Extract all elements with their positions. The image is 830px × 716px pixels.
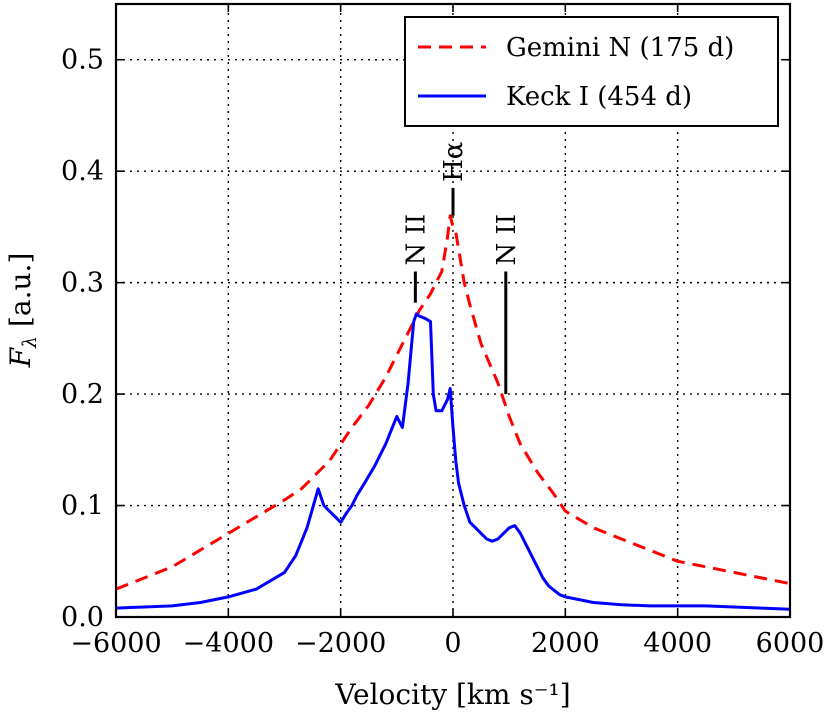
y-tick-label: 0.2 [61, 379, 104, 410]
legend: Gemini N (175 d) Keck I (454 d) [404, 16, 779, 127]
x-tick-label: −2000 [295, 628, 386, 659]
annotation-label: Hα [439, 142, 469, 182]
axis-ticks [115, 4, 791, 618]
x-tick-label: 2000 [531, 628, 600, 659]
y-axis-label: Fλ [a.u.] [4, 253, 41, 369]
x-axis-label: Velocity [km s⁻¹] [334, 678, 570, 711]
x-tick-label: −6000 [70, 628, 161, 659]
grid-lines [116, 4, 790, 617]
x-tick-label: 0 [444, 628, 461, 659]
keck-series-line [115, 312, 791, 611]
y-axis-label-main: F [4, 346, 37, 368]
annotation-label: N II [401, 214, 431, 266]
gemini-series-line [115, 214, 791, 591]
data-series [115, 214, 791, 611]
legend-box [404, 16, 779, 127]
legend-gemini-label: Gemini N (175 d) [506, 33, 734, 63]
line-annotations: N II Hα N II [401, 142, 522, 395]
y-tick-label: 0.1 [61, 491, 104, 522]
y-tick-label: 0.5 [61, 45, 104, 76]
y-tick-label: 0.0 [61, 602, 104, 633]
annotation-label: N II [492, 214, 522, 266]
y-axis-label-sub: λ [19, 336, 41, 349]
y-tick-label: 0.3 [61, 268, 104, 299]
tick-labels: −6000 −4000 −2000 0 2000 4000 6000 0.0 0.1 0.2 0.3… [61, 45, 824, 659]
x-tick-label: 6000 [756, 628, 825, 659]
x-tick-label: 4000 [643, 628, 712, 659]
y-axis-label-unit: [a.u.] [4, 253, 37, 336]
y-tick-label: 0.4 [61, 156, 104, 187]
x-tick-label: −4000 [183, 628, 274, 659]
legend-keck-label: Keck I (454 d) [506, 82, 692, 112]
